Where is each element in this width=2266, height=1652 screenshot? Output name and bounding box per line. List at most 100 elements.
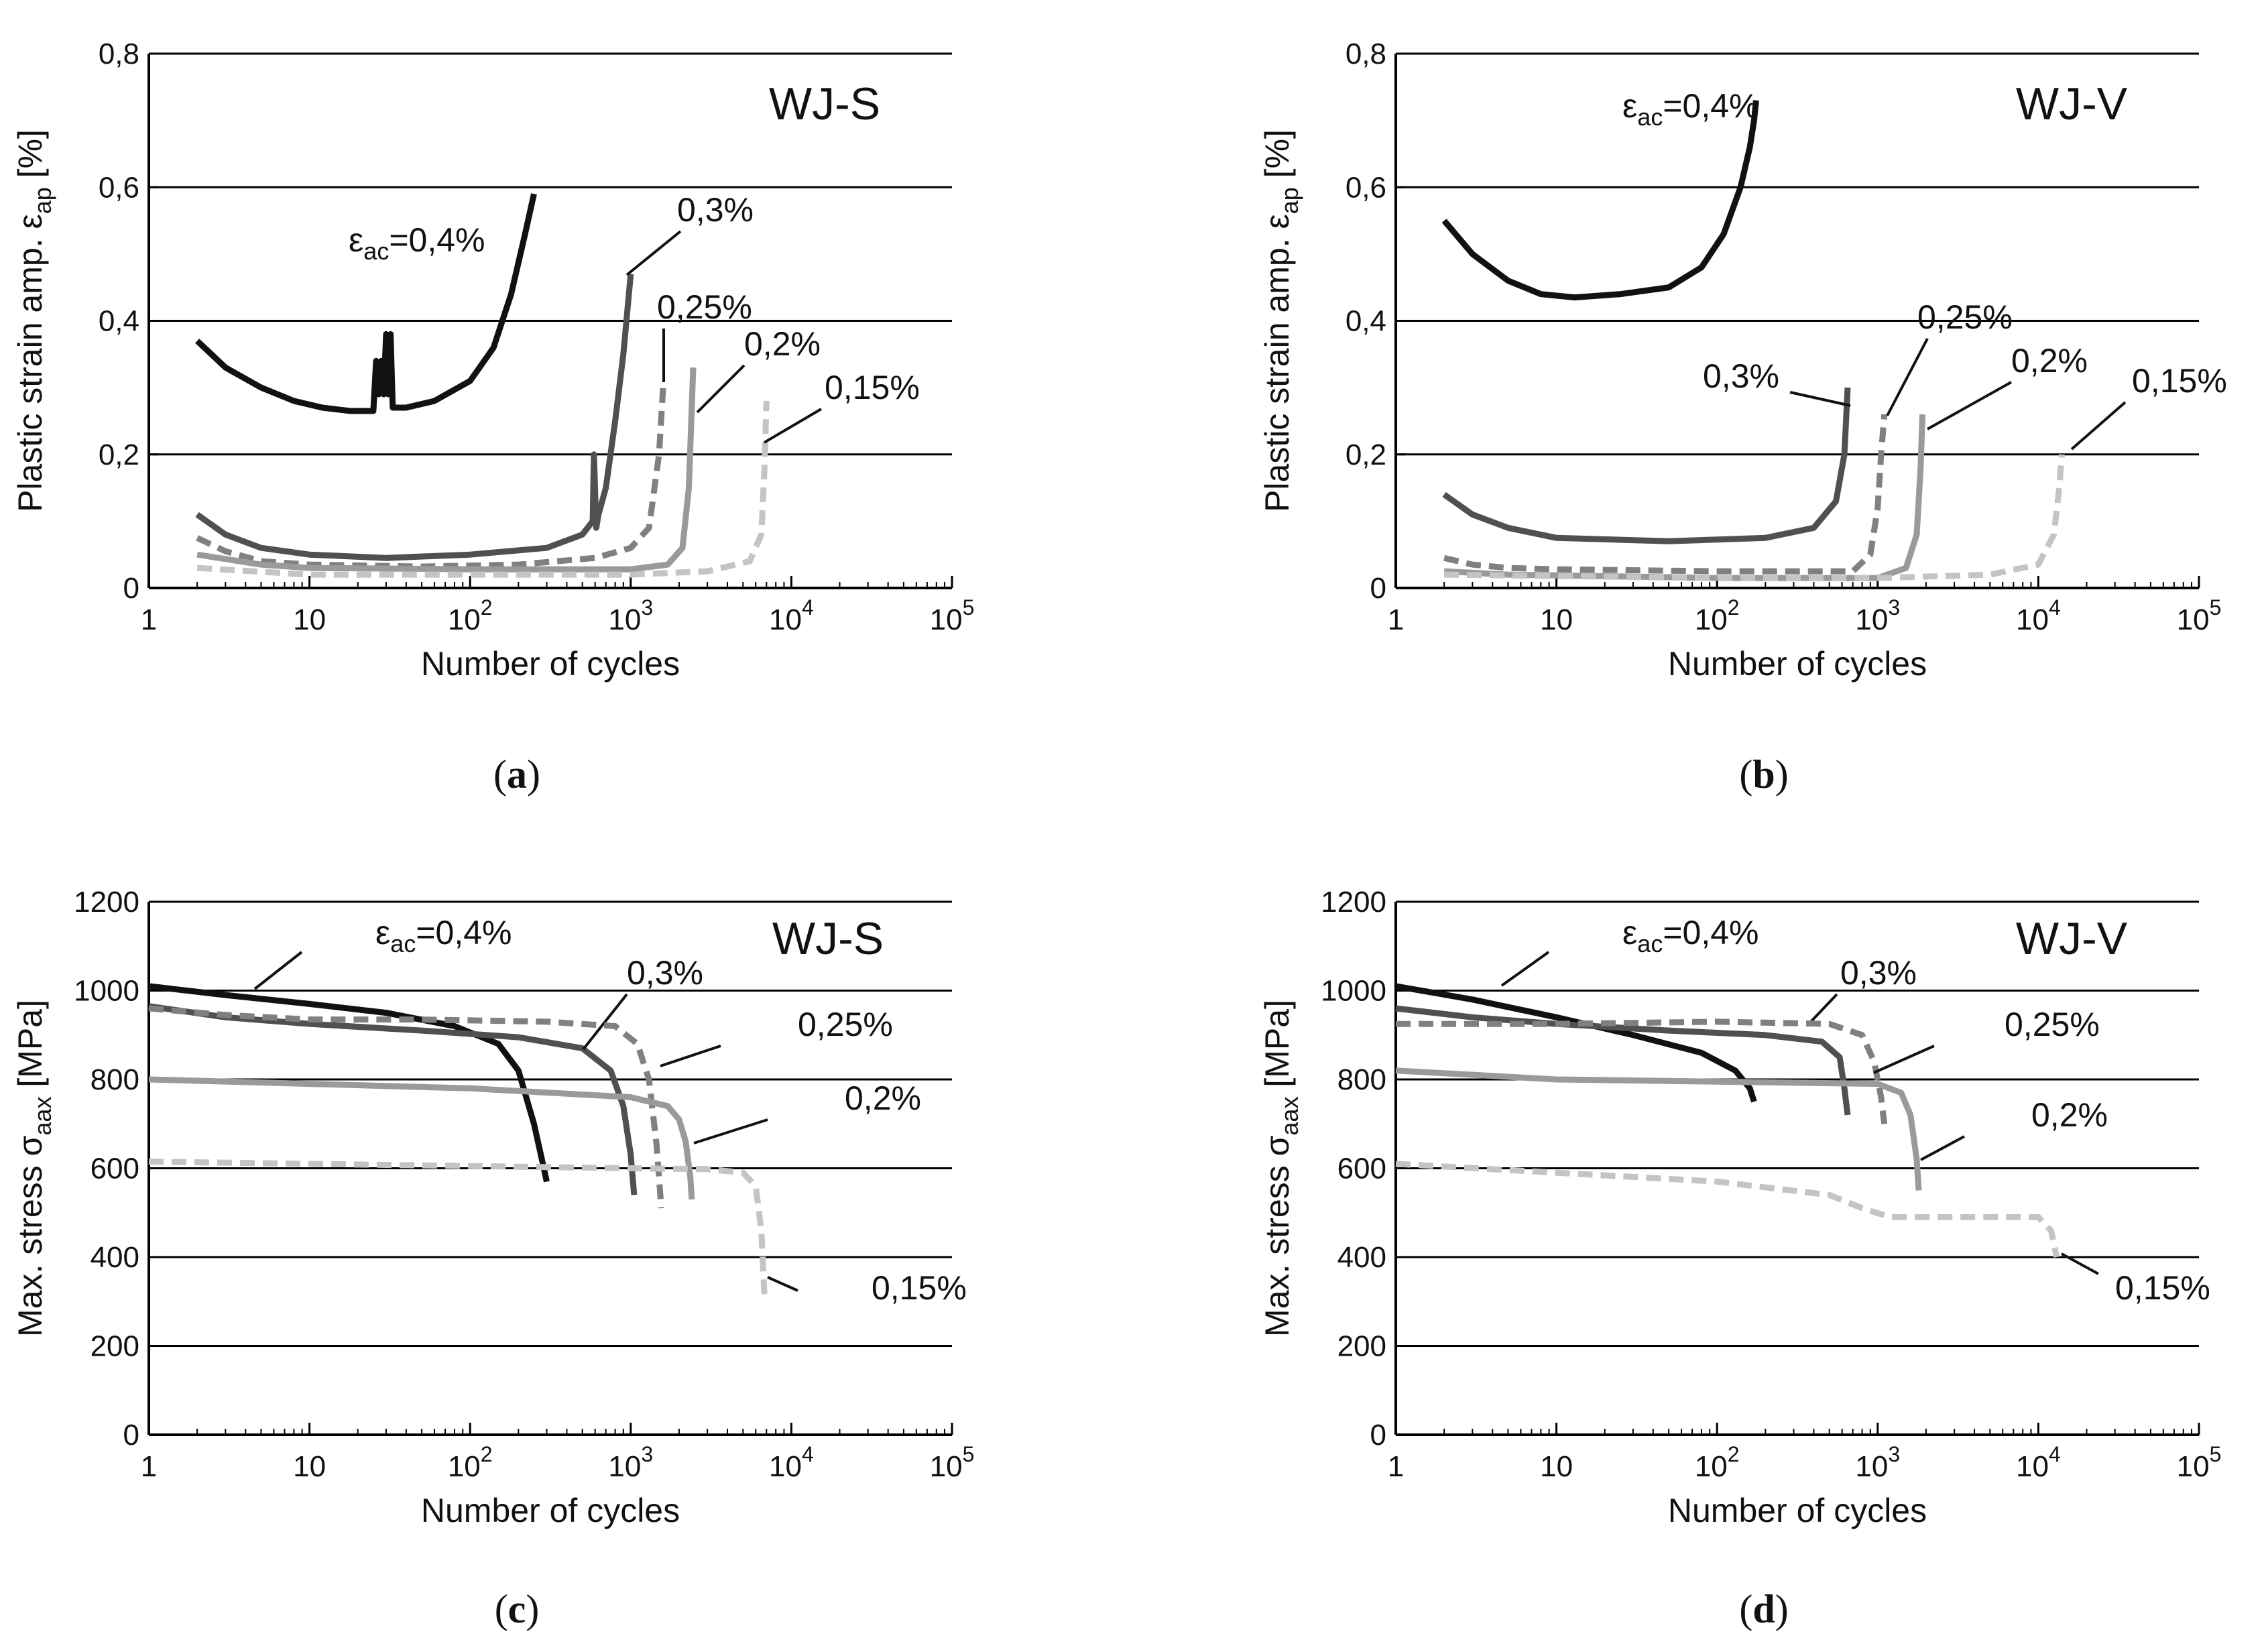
- series-label-value: 0,15%: [2132, 362, 2227, 400]
- x-tick-label: 1: [141, 603, 157, 636]
- label-leader-line: [253, 951, 303, 990]
- y-axis-label-main: Plastic strain amp. ε: [1258, 214, 1296, 512]
- series-label-value: 0,25%: [2005, 1006, 2100, 1043]
- y-tick-label: 0,2: [99, 438, 139, 471]
- x-tick-label: 1: [141, 1450, 157, 1483]
- x-tick-label: 10: [1540, 1450, 1573, 1483]
- label-leader-line: [1500, 951, 1550, 987]
- label-leader-line: [2070, 401, 2127, 451]
- y-tick-label: 0: [1370, 1419, 1386, 1452]
- x-tick-mantissa: 10: [1855, 1450, 1888, 1483]
- series-line-4: [1443, 414, 1926, 581]
- series-line-4: [148, 1076, 695, 1200]
- y-tick-label: 1000: [1321, 975, 1386, 1008]
- y-tick-label: 0: [123, 1419, 139, 1452]
- y-tick-label: 600: [1337, 1153, 1386, 1185]
- series-label-1: εac=0,4%: [349, 221, 485, 265]
- x-tick-mantissa: 10: [1540, 603, 1573, 636]
- y-tick-label: 800: [91, 1063, 139, 1096]
- x-tick-exponent: 3: [1888, 1442, 1900, 1466]
- x-tick-exponent: 5: [2210, 1442, 2222, 1466]
- label-leader-line: [625, 230, 682, 276]
- x-axis-label: Number of cycles: [421, 1492, 680, 1529]
- series-label-epsilon: ε: [1622, 914, 1637, 951]
- caption-paren: ): [527, 752, 540, 796]
- panel-caption: (d): [1739, 1587, 1788, 1631]
- series-label-value: 0,15%: [872, 1269, 967, 1307]
- series-label-value: 0,2%: [2011, 342, 2088, 379]
- label-leader-line: [1927, 381, 2012, 430]
- series-label-epsilon: ε: [349, 221, 363, 259]
- x-tick-mantissa: 1: [1388, 603, 1404, 636]
- y-tick-label: 0,4: [99, 305, 139, 338]
- series-label-subscript: ac: [1637, 930, 1663, 957]
- x-tick-exponent: 3: [1888, 595, 1900, 620]
- series-label-epsilon: ε: [375, 914, 390, 951]
- x-tick-label: 1: [1388, 603, 1404, 636]
- series-label-value: 0,25%: [798, 1006, 893, 1043]
- series-line-1: [195, 193, 537, 414]
- chart-title: WJ-S: [769, 78, 880, 129]
- x-tick-exponent: 5: [963, 595, 975, 620]
- x-tick-label: 102: [1695, 595, 1740, 636]
- series-label-4: 0,2%: [845, 1079, 921, 1117]
- x-tick-mantissa: 10: [2177, 603, 2210, 636]
- x-axis-label: Number of cycles: [421, 645, 680, 683]
- series-label-value: 0,3%: [1840, 954, 1917, 992]
- caption-letter: d: [1752, 1587, 1775, 1631]
- y-axis-label-unit: [MPa]: [11, 1000, 49, 1096]
- y-axis-label-unit: [MPa]: [1258, 1000, 1296, 1096]
- y-axis-label: Max. stress σaax [MPa]: [11, 1000, 56, 1337]
- x-tick-mantissa: 10: [2016, 1450, 2049, 1483]
- y-axis-label: Max. stress σaax [MPa]: [1258, 1000, 1303, 1337]
- x-tick-exponent: 3: [641, 1442, 653, 1466]
- label-leader-line: [693, 1118, 768, 1144]
- x-tick-label: 103: [608, 1442, 653, 1483]
- series-label-5: 0,15%: [825, 369, 920, 406]
- series-label-3: 0,25%: [1917, 298, 2013, 336]
- y-tick-label: 0: [123, 572, 139, 605]
- series-line-5: [196, 400, 770, 578]
- panel-caption: (a): [493, 752, 540, 796]
- series-line-2: [148, 1003, 638, 1195]
- x-tick-label: 103: [1855, 595, 1900, 636]
- series-label-value: 0,15%: [825, 369, 920, 406]
- x-tick-label: 103: [1855, 1442, 1900, 1483]
- caption-letter: a: [507, 752, 527, 796]
- series-label-2: 0,3%: [1703, 357, 1779, 395]
- y-tick-label: 400: [1337, 1241, 1386, 1274]
- series-line-5: [1444, 454, 2065, 581]
- x-tick-exponent: 2: [1728, 1442, 1740, 1466]
- series-label-1: εac=0,4%: [375, 914, 512, 957]
- label-leader-line: [1920, 1135, 1965, 1161]
- x-tick-exponent: 4: [2049, 595, 2061, 620]
- series-line-5: [1395, 1161, 2060, 1258]
- y-tick-label: 1200: [1321, 886, 1386, 919]
- caption-paren: ): [526, 1587, 539, 1631]
- series-label-subscript: ac: [363, 237, 389, 265]
- x-tick-exponent: 5: [2210, 595, 2222, 620]
- series-label-3: 0,25%: [798, 1006, 893, 1043]
- series-label-4: 0,2%: [744, 325, 821, 363]
- series-label-5: 0,15%: [872, 1269, 967, 1307]
- x-tick-mantissa: 10: [1695, 603, 1728, 636]
- chart-title: WJ-V: [2016, 913, 2128, 964]
- x-tick-label: 105: [930, 595, 975, 636]
- y-tick-label: 0,2: [1346, 438, 1386, 471]
- x-tick-mantissa: 10: [930, 1450, 963, 1483]
- label-leader-line: [1809, 993, 1838, 1024]
- label-leader-line: [1873, 1045, 1935, 1074]
- label-leader-line: [1886, 338, 1929, 416]
- y-tick-label: 0,6: [1346, 171, 1386, 204]
- y-axis-label-main: Plastic strain amp. ε: [11, 214, 49, 512]
- label-leader-line: [696, 364, 746, 414]
- label-leader-line: [660, 1045, 721, 1067]
- series-label-2: 0,3%: [1840, 954, 1917, 992]
- y-axis-label-subscript: ap: [29, 187, 56, 214]
- x-tick-label: 105: [2177, 595, 2222, 636]
- y-tick-label: 200: [91, 1330, 139, 1363]
